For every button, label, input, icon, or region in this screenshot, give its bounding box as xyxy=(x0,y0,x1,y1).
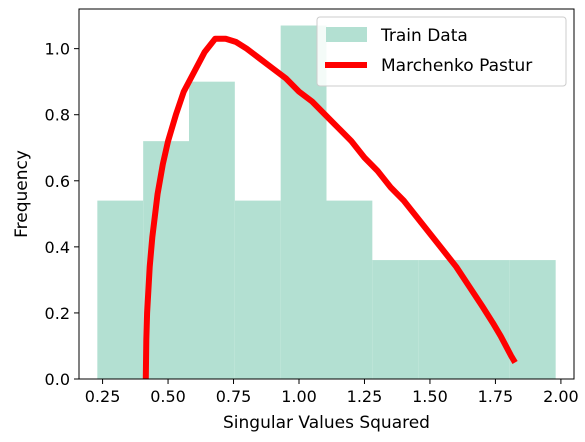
y-axis-label: Frequency xyxy=(12,150,32,238)
y-tick-label: 0.8 xyxy=(45,106,70,125)
x-axis-ticks: 0.25 0.50 0.75 1.00 1.25 1.50 1.75 2.00 xyxy=(85,379,579,406)
histogram-bar-8 xyxy=(418,260,464,379)
plot-frame xyxy=(78,8,575,380)
marchenko-pastur-curve xyxy=(142,35,518,380)
marchenko-pastur-line xyxy=(142,35,518,380)
y-tick-label: 1.0 xyxy=(45,40,70,59)
legend-swatch-train-data xyxy=(326,27,367,42)
x-axis-label: Singular Values Squared xyxy=(223,413,430,433)
y-tick-label: 0.6 xyxy=(45,172,70,191)
legend-label-train-data: Train Data xyxy=(380,26,468,46)
x-tick-label: 1.75 xyxy=(478,387,514,406)
histogram-bar-7 xyxy=(372,260,419,379)
x-tick-label: 2.00 xyxy=(543,387,579,406)
y-tick-label: 0.4 xyxy=(45,238,70,257)
legend-label-marchenko-pastur: Marchenko Pastur xyxy=(381,56,532,76)
histogram-bar-1 xyxy=(97,200,144,379)
x-tick-label: 0.25 xyxy=(85,387,121,406)
x-tick-label: 1.25 xyxy=(347,387,383,406)
y-tick-label: 0.2 xyxy=(45,304,70,323)
y-axis-ticks: 0.0 0.2 0.4 0.6 0.8 1.0 xyxy=(45,40,79,389)
legend: Train Data Marchenko Pastur xyxy=(316,16,567,87)
y-tick-label: 0.0 xyxy=(45,370,70,389)
histogram-bar-3 xyxy=(189,81,235,379)
x-tick-label: 0.50 xyxy=(150,387,186,406)
x-tick-label: 1.50 xyxy=(412,387,448,406)
histogram-bar-9 xyxy=(464,260,510,379)
histogram-bar-6 xyxy=(326,200,373,379)
histogram-bars xyxy=(97,25,556,380)
legend-box xyxy=(316,16,567,87)
x-tick-label: 0.75 xyxy=(216,387,252,406)
histogram-bar-10 xyxy=(509,260,556,379)
histogram-bar-4 xyxy=(234,200,281,379)
x-tick-label: 1.00 xyxy=(281,387,317,406)
